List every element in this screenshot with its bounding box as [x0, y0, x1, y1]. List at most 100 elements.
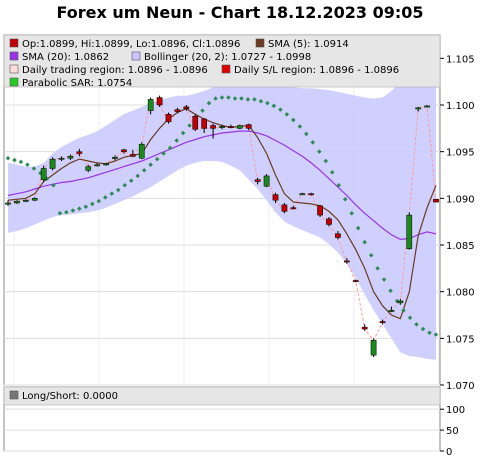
candle-body: [22, 199, 29, 202]
sar-dot: [291, 117, 296, 123]
sar-dot: [329, 169, 335, 175]
candle-body: [174, 109, 181, 112]
parabolic-sar-dots: [5, 95, 439, 337]
candle-body: [424, 105, 430, 108]
legend-swatch-trading-region: [9, 64, 19, 74]
sub-y-tick-label: 100: [446, 405, 465, 416]
legend-swatch-sma20: [9, 51, 19, 61]
sar-dot: [109, 191, 115, 196]
sar-dot: [206, 100, 212, 106]
sub-y-axis: 100 50 0: [440, 405, 465, 457]
sar-dot: [103, 195, 108, 200]
sub-legend-background: [3, 386, 441, 406]
sar-dot: [427, 330, 432, 335]
sar-dot: [12, 157, 17, 163]
candle-body: [138, 143, 145, 159]
legend: Op:1.0899, Hi:1.0899, Lo:1.0896, Cl:1.08…: [3, 34, 441, 89]
candle-body: [14, 200, 20, 204]
candle-body: [379, 321, 386, 323]
sar-dot: [51, 183, 56, 188]
y-tick-label: 1.080: [446, 288, 475, 299]
candle-body: [352, 280, 359, 282]
candle-body: [121, 149, 127, 152]
candle-body: [49, 158, 56, 169]
candle-body: [219, 126, 225, 128]
sar-dot: [407, 315, 413, 321]
sar-dot: [25, 162, 30, 167]
candle-body: [201, 118, 208, 129]
candle-body: [147, 99, 154, 111]
candle-body: [112, 157, 118, 159]
candle-body: [103, 163, 109, 166]
candle-body: [183, 106, 190, 109]
sar-dot: [336, 183, 342, 188]
candle-body: [31, 198, 38, 201]
bollinger-band: [8, 49, 436, 360]
sub-legend-long-short: Long/Short: 0.0000: [22, 391, 118, 402]
legend-trading-region: Daily trading region: 1.0896 - 1.0896: [22, 65, 208, 76]
sar-dot: [317, 149, 322, 154]
sub-panel: 100 50 0 Long/Short: 0.0000: [3, 386, 465, 457]
sub-grid: [4, 408, 440, 452]
sar-dot: [349, 211, 354, 216]
candle-body: [156, 97, 163, 106]
y-tick-label: 1.090: [446, 194, 475, 205]
legend-swatch-sma5: [255, 38, 265, 48]
candle-body: [129, 154, 136, 157]
legend-sma5: SMA (5): 1.0914: [268, 39, 349, 50]
sar-dot: [368, 252, 374, 258]
candle-body: [58, 157, 65, 160]
candle-body: [40, 168, 47, 180]
candle-body: [67, 156, 74, 159]
candle-body: [281, 204, 288, 212]
candle-body: [299, 193, 306, 196]
legend-bollinger: Bollinger (20, 2): 1.0727 - 1.0998: [144, 52, 311, 63]
candle-body: [406, 214, 413, 249]
candle-body: [272, 194, 279, 201]
candle-body: [308, 193, 315, 196]
candlesticks: [5, 95, 439, 357]
candle-body: [228, 126, 234, 128]
sar-dot: [18, 159, 24, 165]
sma20-line: [7, 130, 437, 241]
candle-body: [326, 218, 332, 225]
main-y-axis: 1.105 1.100 1.095 1.090 1.085 1.080 1.075 1.070: [440, 54, 475, 392]
y-tick-label: 1.095: [446, 148, 475, 159]
candle-body: [361, 326, 368, 330]
y-tick-label: 1.085: [446, 241, 475, 252]
legend-swatch-sar: [9, 77, 19, 87]
candle-body: [415, 107, 422, 110]
y-tick-label: 1.105: [446, 54, 475, 65]
candle-body: [94, 164, 101, 167]
sub-legend-swatch: [9, 390, 19, 400]
sar-dot: [115, 187, 121, 193]
sub-y-tick-label: 0: [446, 447, 452, 457]
sar-dot: [57, 210, 63, 216]
candle-body: [85, 166, 92, 171]
legend-swatch-sl-region: [221, 64, 231, 74]
sub-y-tick-label: 50: [446, 426, 459, 437]
candle-body: [210, 125, 216, 129]
main-panel: 1.105 1.100 1.095 1.090 1.085 1.080 1.075 1.070…: [3, 34, 475, 392]
y-tick-label: 1.100: [446, 101, 475, 112]
candle-body: [343, 260, 350, 263]
candle-body: [290, 207, 297, 210]
candle-body: [388, 310, 395, 312]
candle-body: [192, 115, 199, 130]
sar-dot: [187, 123, 192, 128]
sar-dot: [414, 322, 419, 327]
candle-body: [397, 300, 404, 304]
sar-dot: [375, 266, 380, 271]
legend-background: [3, 34, 441, 88]
candle-body: [335, 233, 341, 238]
legend-sar: Parabolic SAR: 1.0754: [22, 78, 132, 89]
candle-body: [236, 125, 243, 129]
y-tick-label: 1.075: [446, 334, 475, 345]
candle-body: [245, 124, 252, 129]
candle-body: [370, 339, 377, 356]
sar-dot: [420, 326, 426, 332]
sar-dot: [265, 100, 270, 106]
y-tick-label: 1.070: [446, 381, 475, 392]
legend-sma20: SMA (20): 1.0862: [22, 52, 109, 63]
